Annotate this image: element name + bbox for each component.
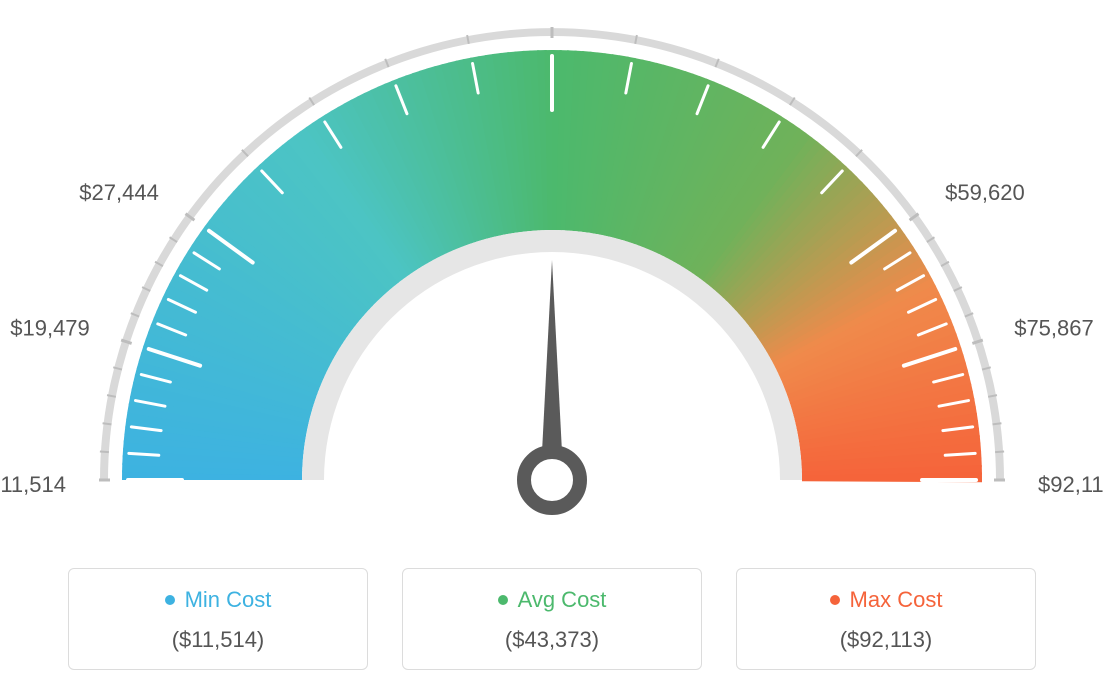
- legend-card-avg: Avg Cost ($43,373): [402, 568, 702, 670]
- gauge-tick-label: $92,113: [1038, 472, 1104, 497]
- legend-label-avg: Avg Cost: [518, 587, 607, 613]
- cost-gauge-chart: $11,514$19,479$27,444$43,373$59,620$75,8…: [0, 0, 1104, 690]
- legend-value-max: ($92,113): [747, 627, 1025, 653]
- dot-icon-min: [165, 595, 175, 605]
- legend-label-max: Max Cost: [850, 587, 943, 613]
- gauge-tick-label: $59,620: [945, 180, 1025, 205]
- gauge-tick-label: $75,867: [1014, 316, 1094, 341]
- legend-card-max: Max Cost ($92,113): [736, 568, 1036, 670]
- legend-title-min: Min Cost: [79, 587, 357, 613]
- gauge-tick-label: $11,514: [0, 472, 66, 497]
- legend-title-avg: Avg Cost: [413, 587, 691, 613]
- legend-value-min: ($11,514): [79, 627, 357, 653]
- gauge-tick-label: $19,479: [10, 316, 90, 341]
- legend-title-max: Max Cost: [747, 587, 1025, 613]
- gauge-tick-label: $27,444: [79, 180, 159, 205]
- dot-icon-max: [830, 595, 840, 605]
- legend-label-min: Min Cost: [185, 587, 272, 613]
- legend-row: Min Cost ($11,514) Avg Cost ($43,373) Ma…: [0, 568, 1104, 670]
- gauge-area: $11,514$19,479$27,444$43,373$59,620$75,8…: [0, 0, 1104, 540]
- legend-value-avg: ($43,373): [413, 627, 691, 653]
- gauge-svg: $11,514$19,479$27,444$43,373$59,620$75,8…: [0, 0, 1104, 540]
- dot-icon-avg: [498, 595, 508, 605]
- legend-card-min: Min Cost ($11,514): [68, 568, 368, 670]
